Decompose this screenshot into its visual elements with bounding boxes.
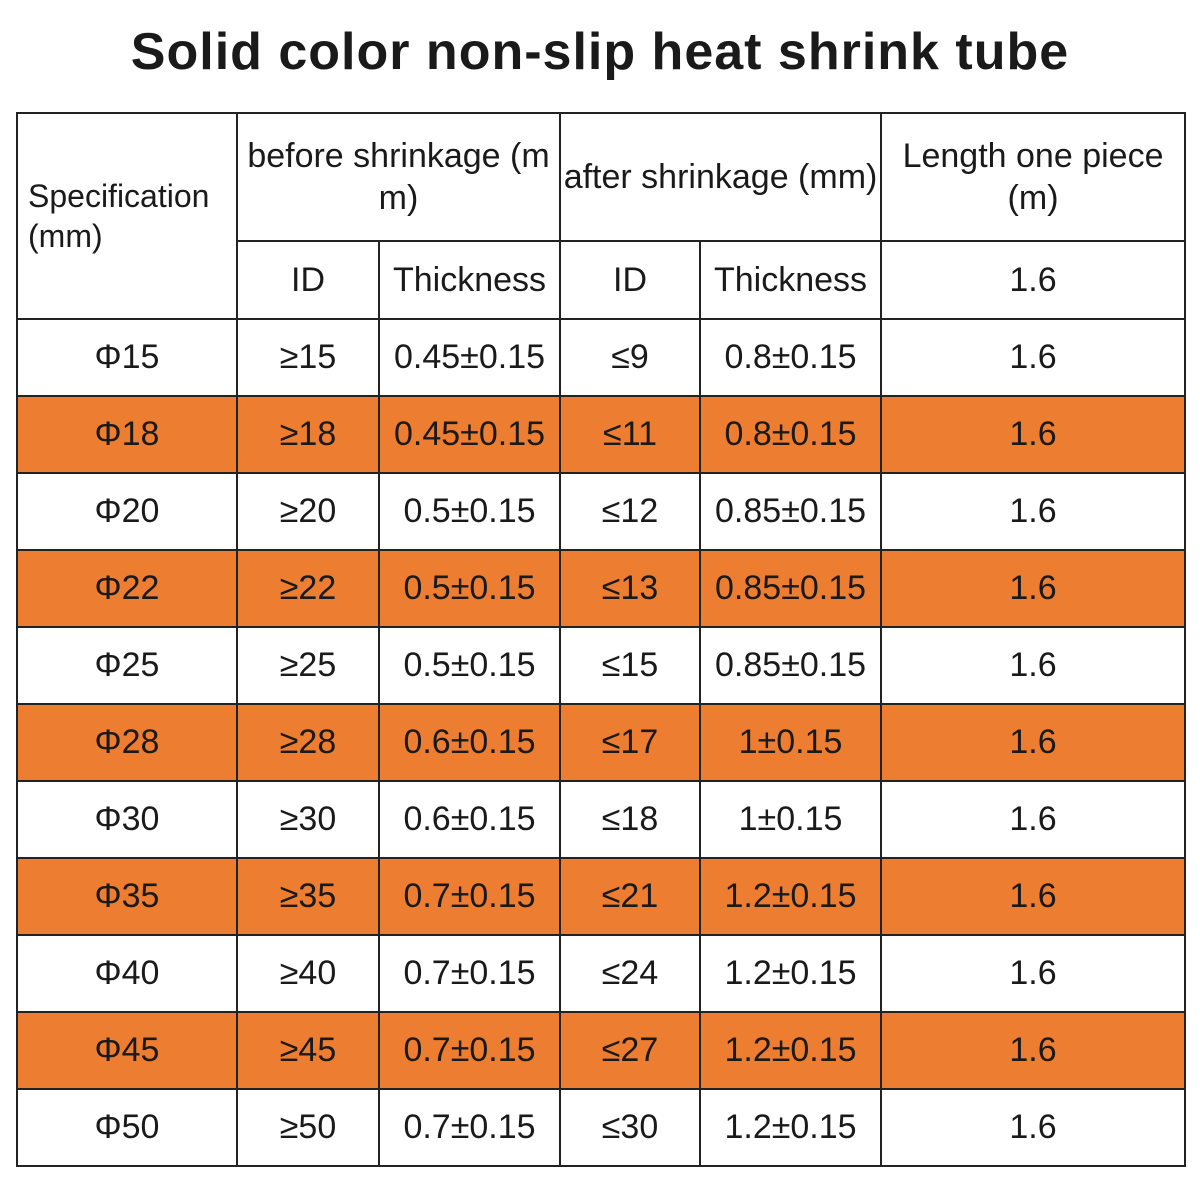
table-row: Φ40 ≥40 0.7±0.15 ≤24 1.2±0.15 1.6	[16, 934, 1187, 1013]
cell-before-thickness: 0.7±0.15	[377, 1011, 562, 1090]
cell-after-thickness: 0.85±0.15	[699, 626, 883, 705]
cell-before-thickness: 0.45±0.15	[377, 318, 562, 397]
cell-before-thickness: 0.6±0.15	[377, 780, 562, 859]
cell-after-id: ≤17	[559, 703, 702, 782]
cell-specification: Φ50	[16, 1088, 238, 1167]
cell-after-thickness: 0.85±0.15	[699, 472, 883, 551]
cell-specification: Φ18	[16, 395, 238, 474]
cell-before-id: ≥30	[236, 780, 380, 859]
cell-before-thickness: 0.6±0.15	[377, 703, 562, 782]
cell-after-id: ≤9	[559, 318, 702, 397]
cell-before-thickness: 0.7±0.15	[377, 934, 562, 1013]
cell-before-id: ≥50	[236, 1088, 380, 1167]
cell-after-id: ≤12	[559, 472, 702, 551]
cell-length: 1.6	[880, 318, 1187, 397]
cell-after-id: ≤13	[559, 549, 702, 628]
cell-before-id: ≥18	[236, 395, 380, 474]
header-before-shrinkage: before shrinkage (mm)	[235, 112, 562, 242]
cell-specification: Φ45	[16, 1011, 238, 1090]
cell-after-id: ≤27	[559, 1011, 702, 1090]
table-row: Φ30 ≥30 0.6±0.15 ≤18 1±0.15 1.6	[16, 780, 1187, 859]
cell-before-id: ≥22	[236, 549, 380, 628]
cell-before-thickness: 0.7±0.15	[377, 1088, 562, 1167]
cell-length: 1.6	[880, 934, 1187, 1013]
cell-specification: Φ20	[16, 472, 238, 551]
cell-before-thickness: 0.5±0.15	[377, 549, 562, 628]
cell-specification: Φ15	[16, 318, 238, 397]
cell-after-thickness: 1.2±0.15	[699, 934, 883, 1013]
cell-length: 1.6	[880, 395, 1187, 474]
cell-length: 1.6	[880, 626, 1187, 705]
cell-length: 1.6	[880, 472, 1187, 551]
cell-before-id: ≥20	[236, 472, 380, 551]
cell-before-thickness: 0.5±0.15	[377, 626, 562, 705]
cell-after-id: ≤21	[559, 857, 702, 936]
cell-before-id: ≥40	[236, 934, 380, 1013]
table-row: Φ50 ≥50 0.7±0.15 ≤30 1.2±0.15 1.6	[16, 1088, 1187, 1167]
cell-length: 1.6	[880, 549, 1187, 628]
header-after-id: ID	[559, 240, 702, 320]
cell-specification: Φ30	[16, 780, 238, 859]
header-after-thickness: Thickness	[699, 240, 883, 320]
cell-specification: Φ28	[16, 703, 238, 782]
header-before-id: ID	[236, 240, 380, 320]
cell-before-id: ≥35	[236, 857, 380, 936]
header-row-top: Specification (mm) before shrinkage (mm)…	[16, 112, 1187, 320]
cell-length: 1.6	[880, 857, 1187, 936]
cell-specification: Φ22	[16, 549, 238, 628]
table-row: Φ35 ≥35 0.7±0.15 ≤21 1.2±0.15 1.6	[16, 857, 1187, 936]
cell-before-id: ≥45	[236, 1011, 380, 1090]
cell-after-thickness: 1.2±0.15	[699, 857, 883, 936]
cell-before-thickness: 0.45±0.15	[377, 395, 562, 474]
cell-before-thickness: 0.7±0.15	[377, 857, 562, 936]
table-row: Φ18 ≥18 0.45±0.15 ≤11 0.8±0.15 1.6	[16, 395, 1187, 474]
cell-after-id: ≤24	[559, 934, 702, 1013]
header-length-one-piece: Length one piece (m)	[880, 112, 1187, 242]
spec-table: Specification (mm) before shrinkage (mm)…	[16, 112, 1187, 1167]
header-row-bottom: ID Thickness ID Thickness 1.6	[17, 240, 1187, 320]
cell-after-id: ≤15	[559, 626, 702, 705]
table-row: Φ28 ≥28 0.6±0.15 ≤17 1±0.15 1.6	[16, 703, 1187, 782]
cell-length: 1.6	[880, 703, 1187, 782]
table-row: Φ22 ≥22 0.5±0.15 ≤13 0.85±0.15 1.6	[16, 549, 1187, 628]
header-after-shrinkage: after shrinkage (mm)	[559, 112, 883, 242]
cell-specification: Φ25	[16, 626, 238, 705]
header-before-thickness: Thickness	[377, 240, 562, 320]
table-row: Φ20 ≥20 0.5±0.15 ≤12 0.85±0.15 1.6	[16, 472, 1187, 551]
cell-after-thickness: 1±0.15	[699, 703, 883, 782]
cell-after-id: ≤30	[559, 1088, 702, 1167]
cell-before-id: ≥15	[236, 318, 380, 397]
cell-specification: Φ35	[16, 857, 238, 936]
cell-specification: Φ40	[16, 934, 238, 1013]
cell-after-thickness: 0.85±0.15	[699, 549, 883, 628]
cell-after-thickness: 0.8±0.15	[699, 395, 883, 474]
cell-after-thickness: 0.8±0.15	[699, 318, 883, 397]
cell-after-thickness: 1.2±0.15	[699, 1011, 883, 1090]
cell-length: 1.6	[880, 1011, 1187, 1090]
cell-before-thickness: 0.5±0.15	[377, 472, 562, 551]
cell-after-thickness: 1.2±0.15	[699, 1088, 883, 1167]
cell-length: 1.6	[880, 780, 1187, 859]
cell-before-id: ≥25	[236, 626, 380, 705]
page-title: Solid color non-slip heat shrink tube	[130, 23, 1070, 81]
cell-after-id: ≤11	[559, 395, 702, 474]
table-row: Φ15 ≥15 0.45±0.15 ≤9 0.8±0.15 1.6	[16, 318, 1187, 397]
cell-before-id: ≥28	[236, 703, 380, 782]
table-row: Φ25 ≥25 0.5±0.15 ≤15 0.85±0.15 1.6	[16, 626, 1187, 705]
header-specification: Specification (mm)	[16, 112, 238, 320]
table-row: Φ45 ≥45 0.7±0.15 ≤27 1.2±0.15 1.6	[16, 1011, 1187, 1090]
cell-length: 1.6	[880, 1088, 1187, 1167]
header-length-value: 1.6	[880, 240, 1187, 320]
cell-after-thickness: 1±0.15	[699, 780, 883, 859]
cell-after-id: ≤18	[559, 780, 702, 859]
